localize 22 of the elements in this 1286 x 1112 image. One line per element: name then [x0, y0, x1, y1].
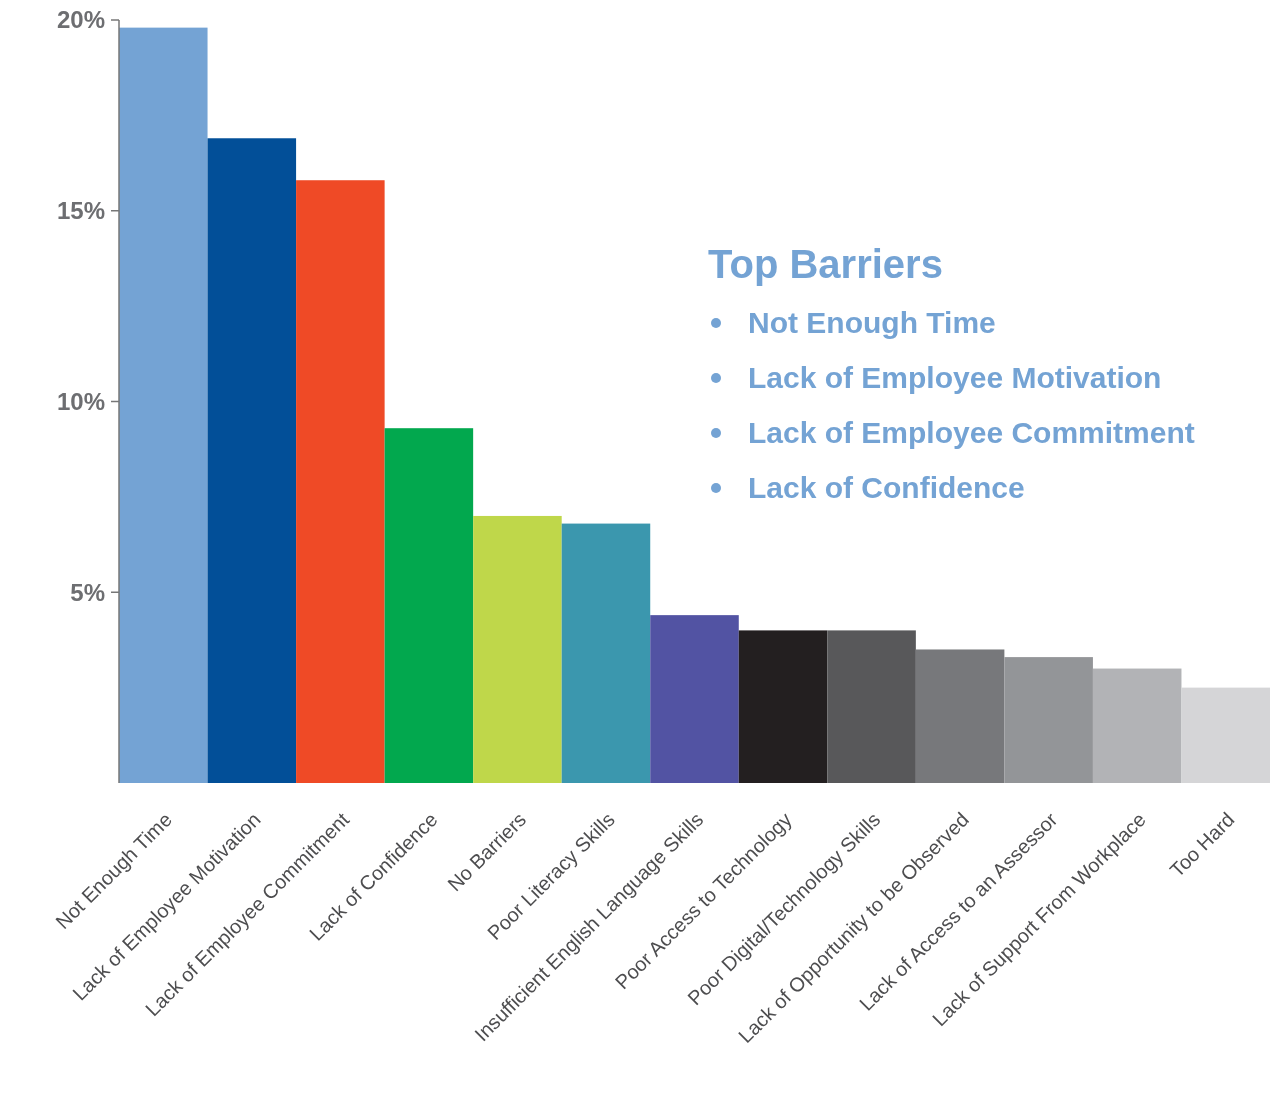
- y-tick-label: 10%: [56, 387, 105, 415]
- bar: [915, 649, 1005, 783]
- bar: [650, 615, 739, 783]
- bar: [1004, 657, 1093, 783]
- bar: [738, 630, 828, 783]
- bar: [1181, 687, 1270, 783]
- annotation: Not Enough Time: [748, 306, 996, 339]
- y-tick-label: 15%: [56, 197, 105, 225]
- annotation: Lack of Confidence: [748, 471, 1025, 504]
- bar: [473, 515, 562, 783]
- bar: [296, 180, 385, 783]
- bar: [827, 630, 916, 783]
- y-tick-label: 20%: [56, 6, 105, 34]
- bar: [1092, 668, 1182, 783]
- annotation: Lack of Employee Commitment: [748, 416, 1195, 449]
- y-tick-label: 5%: [70, 578, 105, 606]
- annotation: Lack of Employee Motivation: [748, 361, 1162, 394]
- bar: [119, 27, 208, 783]
- bar: [561, 523, 651, 783]
- bar: [207, 138, 297, 783]
- bar: [384, 428, 474, 783]
- annotation: Top Barriers: [708, 242, 943, 286]
